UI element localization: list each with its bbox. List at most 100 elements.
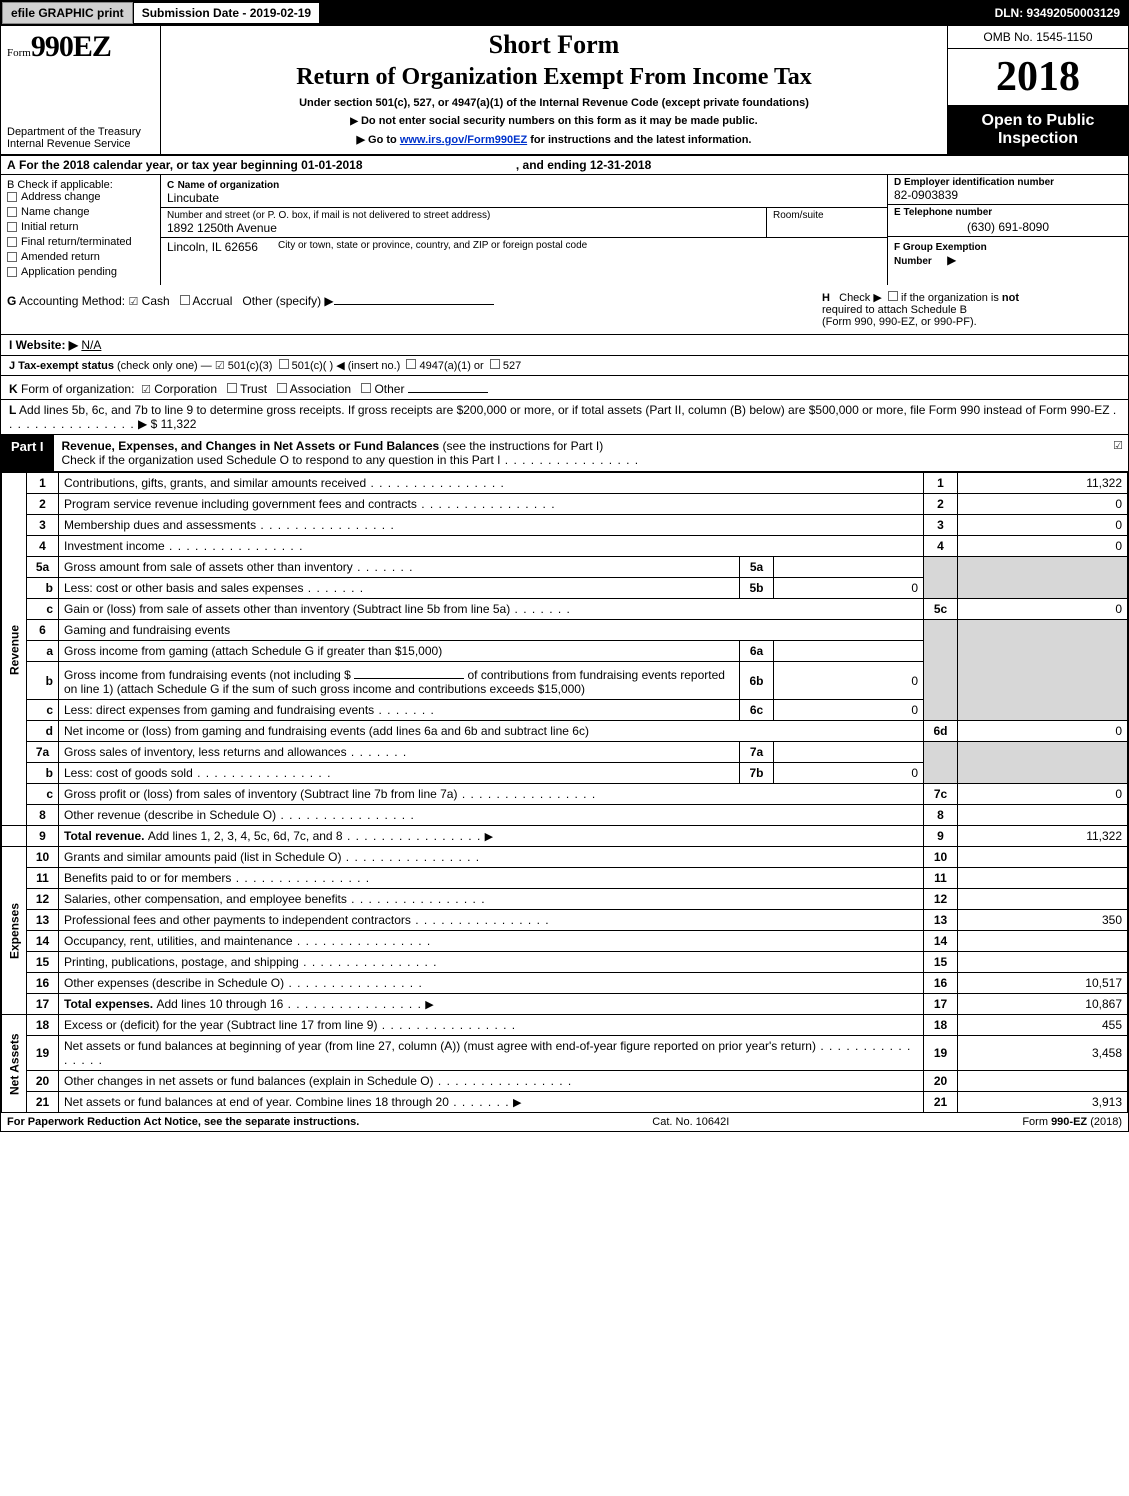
line-6b-num: b xyxy=(27,662,59,700)
checkbox-other-org[interactable] xyxy=(361,383,371,393)
d-label: D Employer identification number xyxy=(894,177,1122,188)
checkbox-assoc[interactable] xyxy=(277,383,287,393)
line-10-box: 10 xyxy=(924,847,958,868)
line-4-text: Investment income xyxy=(64,539,165,553)
efile-print-button[interactable]: efile GRAPHIC print xyxy=(2,2,133,24)
line-6d-box: 6d xyxy=(924,721,958,742)
row-j-status: J Tax-exempt status (check only one) — ☑… xyxy=(1,356,1128,376)
line-6a-text: Gross income from gaming (attach Schedul… xyxy=(64,644,442,658)
a-begin: 01-01-2018 xyxy=(301,158,362,172)
footer-right-form: 990-EZ xyxy=(1051,1116,1087,1128)
line-6d-text: Net income or (loss) from gaming and fun… xyxy=(64,724,589,738)
line-21-num: 21 xyxy=(27,1092,59,1113)
f-arrow: ▶ xyxy=(947,253,956,267)
line-7b-num: b xyxy=(27,763,59,784)
d-ein-value: 82-0903839 xyxy=(894,188,1122,202)
line-9-num: 9 xyxy=(27,826,59,847)
line-11-num: 11 xyxy=(27,868,59,889)
checkbox-name-change[interactable] xyxy=(7,207,17,217)
h-text3: required to attach Schedule B xyxy=(822,304,967,316)
checkbox-h[interactable] xyxy=(888,291,898,301)
line-19-val: 3,458 xyxy=(958,1036,1128,1071)
under-section: Under section 501(c), 527, or 4947(a)(1)… xyxy=(167,97,941,109)
addr-value: 1892 1250th Avenue xyxy=(167,221,760,235)
chk-amended: Amended return xyxy=(21,251,100,263)
line-7b-mval: 0 xyxy=(774,763,924,784)
checkbox-final-return[interactable] xyxy=(7,237,17,247)
chk-initial: Initial return xyxy=(21,221,78,233)
i-value: N/A xyxy=(81,338,101,352)
checkbox-trust[interactable] xyxy=(227,383,237,393)
line-14-num: 14 xyxy=(27,931,59,952)
k-other-field[interactable] xyxy=(408,379,488,393)
h-not: not xyxy=(1002,292,1019,304)
line-7c-box: 7c xyxy=(924,784,958,805)
form-number: Form990EZ xyxy=(7,30,154,64)
line-19-text: Net assets or fund balances at beginning… xyxy=(64,1039,816,1053)
g-label: G xyxy=(7,294,16,308)
checkbox-accrual[interactable] xyxy=(180,295,190,305)
line-5a-mini: 5a xyxy=(740,557,774,578)
city-value: Lincoln, IL 62656 xyxy=(167,240,258,254)
dept-treasury: Department of the Treasury xyxy=(7,126,154,138)
section-b-left: B Check if applicable: Address change Na… xyxy=(1,175,161,285)
line-6-num: 6 xyxy=(27,620,59,641)
line-6b-blank[interactable] xyxy=(354,665,464,679)
i-label: I Website: ▶ xyxy=(9,338,78,352)
goto-link[interactable]: www.irs.gov/Form990EZ xyxy=(400,134,527,146)
j-501c: 501(c)( ) xyxy=(292,360,334,372)
line-10-text: Grants and similar amounts paid (list in… xyxy=(64,850,341,864)
checkbox-501c[interactable] xyxy=(279,359,289,369)
l-label: L xyxy=(9,403,16,417)
netassets-section-label: Net Assets xyxy=(2,1015,27,1113)
checkbox-527[interactable] xyxy=(490,359,500,369)
line-8-text: Other revenue (describe in Schedule O) xyxy=(64,808,276,822)
h-text4: (Form 990, 990-EZ, or 990-PF). xyxy=(822,316,977,328)
form-prefix: Form xyxy=(7,47,31,59)
line-7a-mval xyxy=(774,742,924,763)
return-title: Return of Organization Exempt From Incom… xyxy=(167,64,941,91)
line-5c-num: c xyxy=(27,599,59,620)
checkbox-amended-return[interactable] xyxy=(7,252,17,262)
shade-6v xyxy=(958,620,1128,721)
line-18-text: Excess or (deficit) for the year (Subtra… xyxy=(64,1018,377,1032)
org-name: Lincubate xyxy=(167,191,881,205)
k-label: K xyxy=(9,382,18,396)
addr-label: Number and street (or P. O. box, if mail… xyxy=(167,210,760,221)
line-13-val: 350 xyxy=(958,910,1128,931)
line-10-val xyxy=(958,847,1128,868)
line-17-val: 10,867 xyxy=(958,994,1128,1015)
line-5b-text: Less: cost or other basis and sales expe… xyxy=(64,581,303,595)
form-page: efile GRAPHIC print Submission Date - 20… xyxy=(0,0,1129,1132)
line-19-box: 19 xyxy=(924,1036,958,1071)
chk-name: Name change xyxy=(21,206,90,218)
row-i-website: I Website: ▶ N/A xyxy=(1,335,1128,356)
a-text-pre: For the 2018 calendar year, or tax year … xyxy=(19,158,301,172)
line-6b-mini: 6b xyxy=(740,662,774,700)
line-2-num: 2 xyxy=(27,494,59,515)
line-6d-num: d xyxy=(27,721,59,742)
l-amount: $ 11,322 xyxy=(151,417,197,431)
g-other-field[interactable] xyxy=(334,291,494,305)
k-trust: Trust xyxy=(240,382,267,396)
line-11-val xyxy=(958,868,1128,889)
j-insert: ◀ (insert no.) xyxy=(336,360,400,372)
line-3-box: 3 xyxy=(924,515,958,536)
part-i-badge: Part I xyxy=(1,435,54,471)
checkbox-4947[interactable] xyxy=(406,359,416,369)
goto-line: ▶ Go to www.irs.gov/Form990EZ for instru… xyxy=(167,133,941,146)
line-9-text2: Add lines 1, 2, 3, 4, 5c, 6d, 7c, and 8 xyxy=(148,829,343,843)
line-7b-text: Less: cost of goods sold xyxy=(64,766,193,780)
line-17-text2: Add lines 10 through 16 xyxy=(156,997,283,1011)
line-3-num: 3 xyxy=(27,515,59,536)
b-label: B xyxy=(7,179,14,191)
e-label: E Telephone number xyxy=(894,207,1122,218)
line-4-val: 0 xyxy=(958,536,1128,557)
checkbox-initial-return[interactable] xyxy=(7,222,17,232)
open-public-l1: Open to Public xyxy=(954,112,1122,130)
checkbox-address-change[interactable] xyxy=(7,192,17,202)
line-11-box: 11 xyxy=(924,868,958,889)
g-other: Other (specify) ▶ xyxy=(242,294,333,308)
goto-post: for instructions and the latest informat… xyxy=(527,134,751,146)
checkbox-application-pending[interactable] xyxy=(7,267,17,277)
